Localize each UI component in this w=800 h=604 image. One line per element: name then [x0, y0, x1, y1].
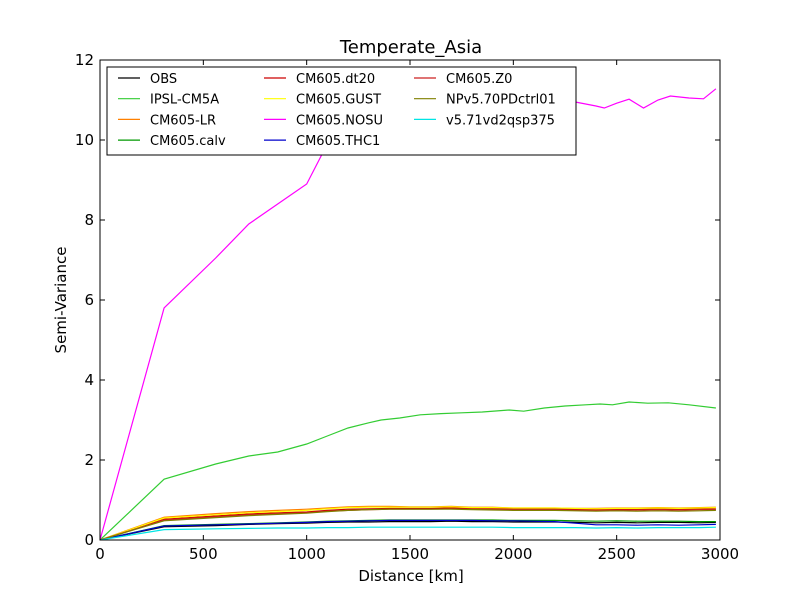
- legend-label: OBS: [150, 72, 177, 87]
- legend-label: v5.71vd2qsp375: [446, 113, 555, 128]
- series-line-4: [100, 507, 716, 540]
- x-tick-label: 3000: [701, 545, 739, 563]
- series-line-0: [100, 520, 716, 540]
- series-line-9: [100, 508, 716, 540]
- legend-label: NPv5.70PDctrl01: [446, 93, 556, 108]
- series-line-10: [100, 526, 716, 540]
- series-line-1: [100, 401, 716, 540]
- y-tick-label: 6: [84, 291, 94, 309]
- axis-ticks: 0 500 1000 1500 2000 2500 3000 0 2 4 6 8 10 12: [75, 51, 739, 563]
- legend: OBS IPSL-CM5A CM605-LR CM605.calv CM605.dt20…: [106, 66, 577, 156]
- x-tick-label: 500: [189, 545, 218, 563]
- legend-label: CM605.THC1: [296, 134, 380, 149]
- x-tick-label: 1000: [288, 545, 326, 563]
- legend-label: CM605.calv: [150, 134, 226, 149]
- legend-label: IPSL-CM5A: [150, 93, 219, 108]
- x-tick-label: 0: [95, 545, 105, 563]
- y-tick-label: 10: [75, 131, 94, 149]
- series-line-7: [100, 519, 716, 540]
- legend-label: CM605.dt20: [296, 72, 375, 87]
- legend-label: CM605.Z0: [446, 72, 512, 87]
- y-tick-label: 12: [75, 51, 94, 69]
- plot-frame: [99, 59, 721, 541]
- y-axis-label: Semi-Variance: [52, 247, 70, 354]
- y-tick-label: 0: [84, 531, 94, 549]
- legend-label: CM605.NOSU: [296, 113, 383, 128]
- series-line-5: [100, 506, 716, 540]
- x-tick-label: 2000: [494, 545, 532, 563]
- y-tick-label: 8: [84, 211, 94, 229]
- x-tick-label: 1500: [391, 545, 429, 563]
- x-axis-label: Distance [km]: [358, 567, 463, 585]
- x-tick-label: 2500: [598, 545, 636, 563]
- legend-label: CM605-LR: [150, 113, 216, 128]
- plot-lines: [100, 88, 717, 540]
- legend-label: CM605.GUST: [296, 93, 381, 108]
- y-tick-label: 2: [84, 451, 94, 469]
- series-line-6: [100, 88, 717, 540]
- legend-box: [106, 66, 577, 156]
- chart-title: Temperate_Asia: [339, 37, 482, 58]
- y-tick-label: 4: [84, 371, 94, 389]
